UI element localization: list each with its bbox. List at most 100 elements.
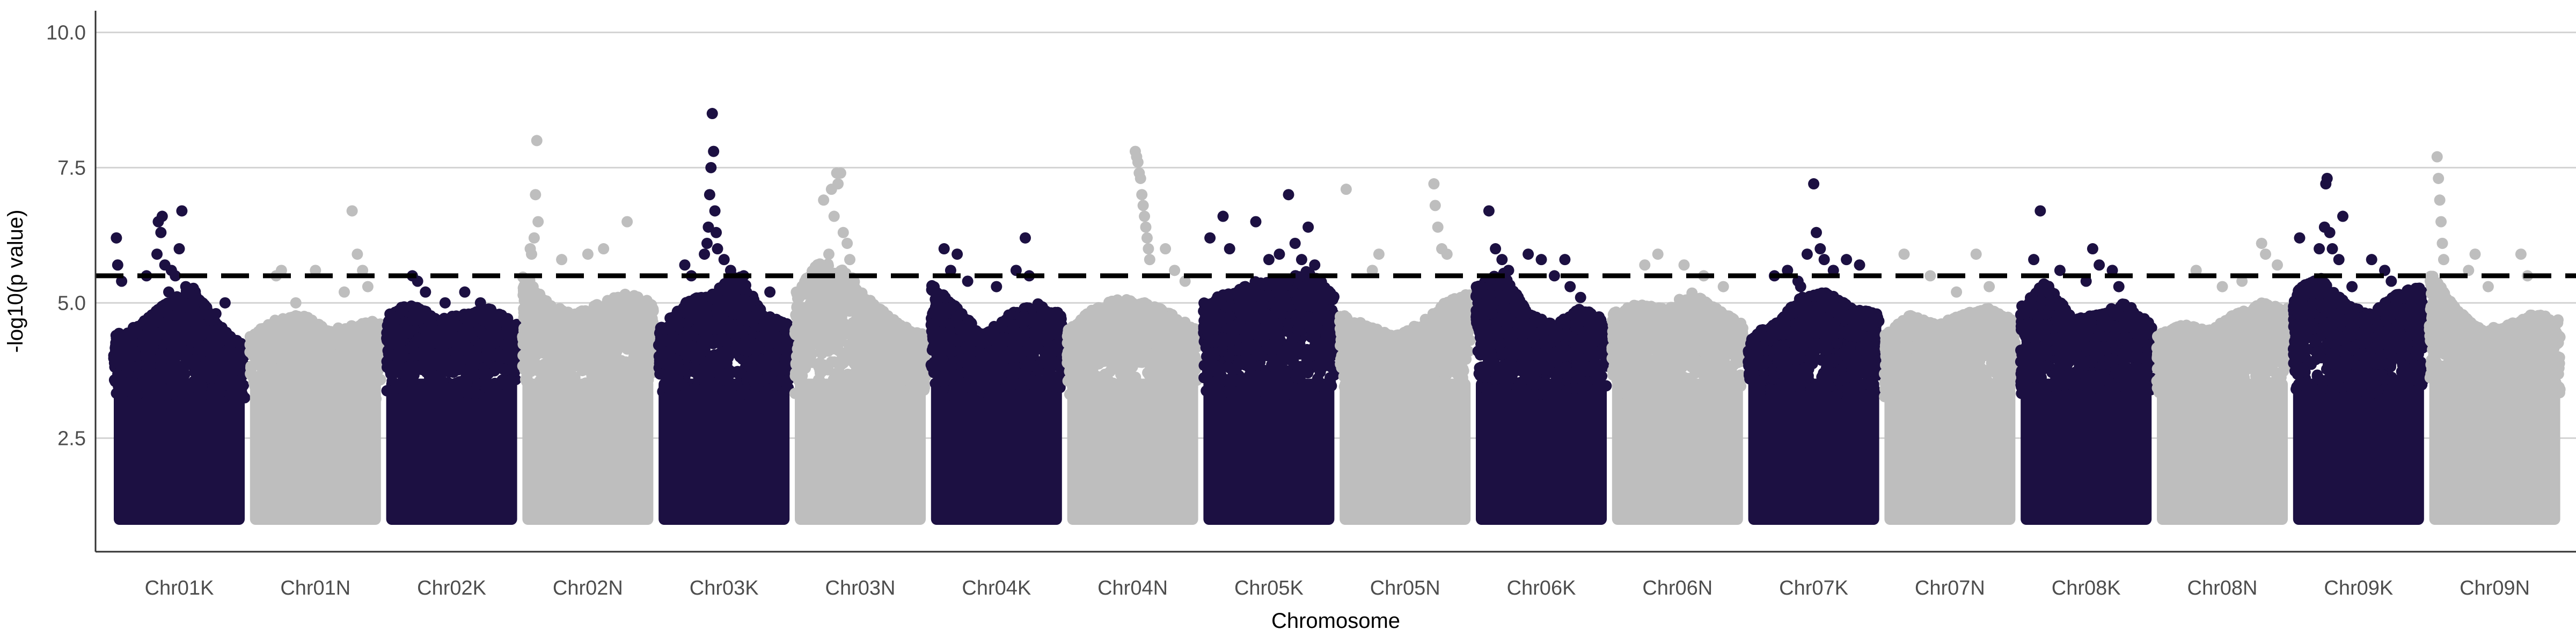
data-point	[214, 362, 225, 374]
data-point	[621, 216, 633, 228]
data-point	[264, 330, 276, 342]
data-point	[369, 346, 381, 358]
data-point	[678, 380, 690, 392]
data-point	[604, 375, 616, 387]
data-point	[677, 332, 689, 344]
data-point	[763, 314, 775, 326]
data-point	[526, 331, 538, 343]
data-point	[699, 248, 711, 260]
data-point	[273, 343, 284, 355]
data-point	[570, 333, 582, 345]
data-point	[504, 382, 516, 393]
data-point	[605, 354, 617, 365]
data-point	[174, 339, 186, 351]
data-point	[223, 379, 235, 391]
data-point	[615, 384, 627, 396]
data-point	[289, 334, 301, 346]
data-point	[621, 343, 633, 355]
data-point	[109, 345, 121, 356]
dense-points-block	[114, 378, 245, 525]
data-point	[718, 254, 730, 266]
data-point	[155, 226, 167, 238]
data-point	[251, 387, 262, 399]
data-point	[139, 317, 151, 329]
data-point	[775, 391, 787, 402]
data-point	[602, 295, 613, 306]
data-point	[464, 309, 476, 320]
data-point	[459, 323, 471, 334]
data-point	[635, 359, 647, 371]
data-point	[283, 359, 295, 371]
data-point	[332, 380, 344, 392]
data-point	[439, 297, 451, 309]
data-point	[556, 254, 568, 266]
data-point	[753, 308, 765, 320]
data-point	[250, 349, 262, 361]
data-point	[180, 281, 192, 292]
data-point	[669, 311, 681, 323]
data-point	[452, 348, 464, 360]
data-point	[584, 387, 596, 399]
data-point	[474, 297, 486, 309]
data-point	[169, 328, 180, 340]
data-point	[324, 331, 336, 343]
data-point	[496, 309, 508, 321]
data-point	[360, 363, 371, 375]
data-points	[108, 108, 2566, 525]
data-point	[598, 243, 610, 255]
chromosome-Chr02K	[381, 270, 523, 525]
data-point	[584, 327, 596, 339]
data-point	[257, 368, 269, 380]
data-point	[672, 320, 684, 332]
data-point	[189, 354, 201, 365]
data-point	[362, 281, 374, 292]
data-point	[541, 357, 553, 369]
data-point	[123, 357, 135, 369]
data-point	[519, 364, 531, 376]
data-point	[152, 316, 164, 328]
data-point	[465, 357, 477, 369]
data-point	[299, 311, 311, 323]
data-point	[647, 303, 659, 315]
data-point	[415, 312, 427, 324]
data-point	[630, 319, 642, 331]
data-point	[420, 328, 432, 340]
data-point	[570, 354, 582, 365]
data-point	[113, 369, 125, 381]
data-point	[721, 304, 733, 316]
data-point	[522, 375, 533, 386]
data-point	[288, 373, 300, 385]
data-point	[532, 364, 544, 376]
data-point	[191, 324, 202, 335]
data-point	[338, 286, 350, 298]
data-point	[173, 243, 185, 255]
chromosome-Chr03N	[789, 167, 932, 525]
data-point	[188, 376, 200, 387]
chromosome-Chr01K	[108, 205, 251, 525]
data-point	[709, 384, 721, 396]
data-point	[475, 312, 487, 324]
data-point	[144, 356, 156, 368]
data-point	[391, 393, 402, 405]
data-point	[891, 389, 903, 400]
data-point	[206, 325, 218, 336]
data-point	[709, 205, 721, 217]
data-point	[399, 316, 411, 328]
data-point	[408, 369, 420, 381]
data-point	[733, 368, 745, 380]
data-point	[591, 345, 603, 357]
data-point	[346, 205, 358, 217]
data-point	[595, 358, 607, 370]
data-point	[244, 331, 256, 342]
data-point	[437, 384, 449, 396]
data-point	[407, 343, 419, 355]
data-point	[523, 311, 535, 323]
data-point	[158, 383, 170, 395]
data-point	[543, 371, 555, 383]
data-point	[712, 243, 723, 255]
data-point	[615, 355, 627, 367]
data-point	[292, 356, 304, 368]
data-point	[303, 322, 314, 334]
data-point	[337, 334, 349, 346]
